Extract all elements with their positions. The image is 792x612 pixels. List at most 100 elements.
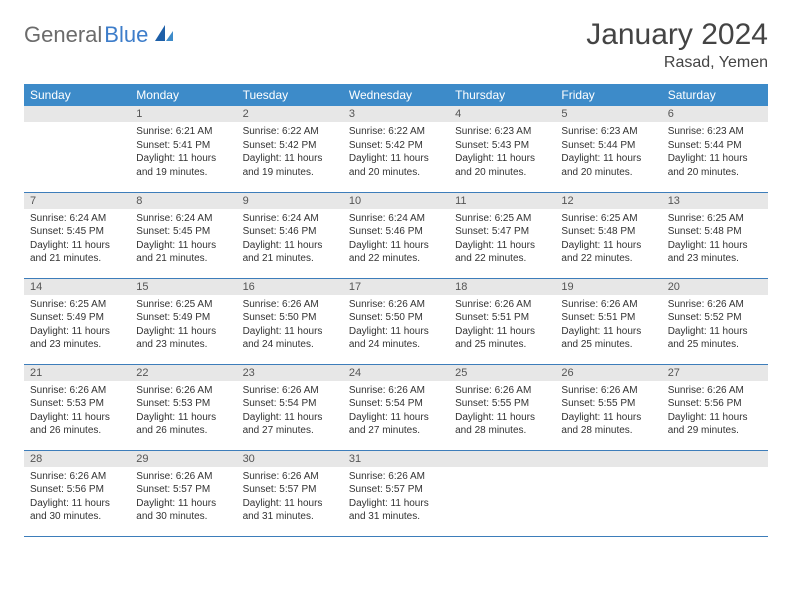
calendar-day-cell: 17Sunrise: 6:26 AMSunset: 5:50 PMDayligh… [343, 278, 449, 364]
day-line: Daylight: 11 hours [349, 239, 443, 253]
day-number: 26 [555, 365, 661, 381]
day-line: and 26 minutes. [136, 424, 230, 438]
day-line: Daylight: 11 hours [349, 411, 443, 425]
day-line: Daylight: 11 hours [243, 325, 337, 339]
calendar-day-cell: 25Sunrise: 6:26 AMSunset: 5:55 PMDayligh… [449, 364, 555, 450]
day-line: Daylight: 11 hours [349, 325, 443, 339]
day-line: Sunrise: 6:26 AM [243, 384, 337, 398]
day-line: Sunrise: 6:25 AM [668, 212, 762, 226]
calendar-empty-cell [24, 106, 130, 192]
calendar-day-cell: 14Sunrise: 6:25 AMSunset: 5:49 PMDayligh… [24, 278, 130, 364]
day-line: and 23 minutes. [668, 252, 762, 266]
weekday-header: Saturday [662, 84, 768, 106]
calendar-week-row: 14Sunrise: 6:25 AMSunset: 5:49 PMDayligh… [24, 278, 768, 364]
day-number: 14 [24, 279, 130, 295]
day-line: Sunrise: 6:26 AM [30, 384, 124, 398]
weekday-header: Sunday [24, 84, 130, 106]
calendar-table: SundayMondayTuesdayWednesdayThursdayFrid… [24, 84, 768, 537]
day-content: Sunrise: 6:26 AMSunset: 5:50 PMDaylight:… [237, 295, 343, 356]
day-line: Sunset: 5:45 PM [30, 225, 124, 239]
calendar-day-cell: 31Sunrise: 6:26 AMSunset: 5:57 PMDayligh… [343, 450, 449, 536]
calendar-day-cell: 6Sunrise: 6:23 AMSunset: 5:44 PMDaylight… [662, 106, 768, 192]
day-line: Daylight: 11 hours [136, 152, 230, 166]
calendar-day-cell: 20Sunrise: 6:26 AMSunset: 5:52 PMDayligh… [662, 278, 768, 364]
calendar-day-cell: 5Sunrise: 6:23 AMSunset: 5:44 PMDaylight… [555, 106, 661, 192]
day-content: Sunrise: 6:22 AMSunset: 5:42 PMDaylight:… [237, 122, 343, 183]
day-line: Sunrise: 6:26 AM [349, 298, 443, 312]
day-line: and 30 minutes. [30, 510, 124, 524]
brand-part1: General [24, 22, 102, 48]
day-line: Sunrise: 6:26 AM [136, 470, 230, 484]
day-line: Sunset: 5:52 PM [668, 311, 762, 325]
day-line: Sunset: 5:43 PM [455, 139, 549, 153]
day-number: 16 [237, 279, 343, 295]
day-content: Sunrise: 6:23 AMSunset: 5:44 PMDaylight:… [555, 122, 661, 183]
day-line: Sunrise: 6:25 AM [136, 298, 230, 312]
brand-part2: Blue [104, 22, 148, 48]
day-content: Sunrise: 6:24 AMSunset: 5:46 PMDaylight:… [343, 209, 449, 270]
day-line: Daylight: 11 hours [349, 497, 443, 511]
day-line: and 25 minutes. [455, 338, 549, 352]
day-line: Sunset: 5:49 PM [30, 311, 124, 325]
day-line: Sunrise: 6:24 AM [349, 212, 443, 226]
calendar-page: General Blue January 2024 Rasad, Yemen S… [0, 0, 792, 555]
calendar-empty-cell [449, 450, 555, 536]
day-line: Sunset: 5:50 PM [349, 311, 443, 325]
day-content: Sunrise: 6:26 AMSunset: 5:54 PMDaylight:… [237, 381, 343, 442]
day-line: Sunrise: 6:24 AM [243, 212, 337, 226]
day-number: 10 [343, 193, 449, 209]
day-number: 15 [130, 279, 236, 295]
day-line: Daylight: 11 hours [136, 411, 230, 425]
day-number: 22 [130, 365, 236, 381]
calendar-empty-cell [555, 450, 661, 536]
title-block: January 2024 Rasad, Yemen [586, 18, 768, 72]
day-line: Daylight: 11 hours [349, 152, 443, 166]
day-line: and 21 minutes. [30, 252, 124, 266]
calendar-day-cell: 12Sunrise: 6:25 AMSunset: 5:48 PMDayligh… [555, 192, 661, 278]
day-line: and 20 minutes. [561, 166, 655, 180]
day-line: Sunset: 5:51 PM [561, 311, 655, 325]
day-line: Sunset: 5:41 PM [136, 139, 230, 153]
day-line: Sunrise: 6:22 AM [243, 125, 337, 139]
day-line: Sunset: 5:51 PM [455, 311, 549, 325]
day-line: Sunrise: 6:24 AM [136, 212, 230, 226]
day-line: Sunrise: 6:26 AM [561, 384, 655, 398]
calendar-week-row: 28Sunrise: 6:26 AMSunset: 5:56 PMDayligh… [24, 450, 768, 536]
day-line: Daylight: 11 hours [561, 411, 655, 425]
day-number: 21 [24, 365, 130, 381]
day-line: Sunrise: 6:26 AM [455, 298, 549, 312]
day-line: Sunset: 5:45 PM [136, 225, 230, 239]
header: General Blue January 2024 Rasad, Yemen [24, 18, 768, 72]
calendar-week-row: 7Sunrise: 6:24 AMSunset: 5:45 PMDaylight… [24, 192, 768, 278]
day-number: 19 [555, 279, 661, 295]
calendar-day-cell: 30Sunrise: 6:26 AMSunset: 5:57 PMDayligh… [237, 450, 343, 536]
calendar-day-cell: 3Sunrise: 6:22 AMSunset: 5:42 PMDaylight… [343, 106, 449, 192]
day-content [555, 467, 661, 474]
day-number: 6 [662, 106, 768, 122]
day-number [555, 451, 661, 467]
weekday-header-row: SundayMondayTuesdayWednesdayThursdayFrid… [24, 84, 768, 106]
day-number: 24 [343, 365, 449, 381]
day-line: Sunset: 5:53 PM [30, 397, 124, 411]
weekday-header: Tuesday [237, 84, 343, 106]
day-content: Sunrise: 6:26 AMSunset: 5:55 PMDaylight:… [555, 381, 661, 442]
day-line: Sunrise: 6:26 AM [243, 298, 337, 312]
day-line: and 24 minutes. [243, 338, 337, 352]
day-content: Sunrise: 6:25 AMSunset: 5:49 PMDaylight:… [24, 295, 130, 356]
day-line: Daylight: 11 hours [455, 325, 549, 339]
calendar-day-cell: 23Sunrise: 6:26 AMSunset: 5:54 PMDayligh… [237, 364, 343, 450]
day-line: Sunrise: 6:26 AM [349, 384, 443, 398]
day-line: Daylight: 11 hours [668, 239, 762, 253]
day-line: Daylight: 11 hours [243, 239, 337, 253]
day-content: Sunrise: 6:26 AMSunset: 5:52 PMDaylight:… [662, 295, 768, 356]
day-line: Sunset: 5:47 PM [455, 225, 549, 239]
day-number: 31 [343, 451, 449, 467]
day-line: and 28 minutes. [455, 424, 549, 438]
day-line: and 23 minutes. [30, 338, 124, 352]
day-number: 23 [237, 365, 343, 381]
day-line: Sunrise: 6:26 AM [349, 470, 443, 484]
day-content: Sunrise: 6:26 AMSunset: 5:53 PMDaylight:… [130, 381, 236, 442]
day-line: Sunset: 5:54 PM [243, 397, 337, 411]
day-line: Daylight: 11 hours [455, 239, 549, 253]
month-title: January 2024 [586, 18, 768, 52]
